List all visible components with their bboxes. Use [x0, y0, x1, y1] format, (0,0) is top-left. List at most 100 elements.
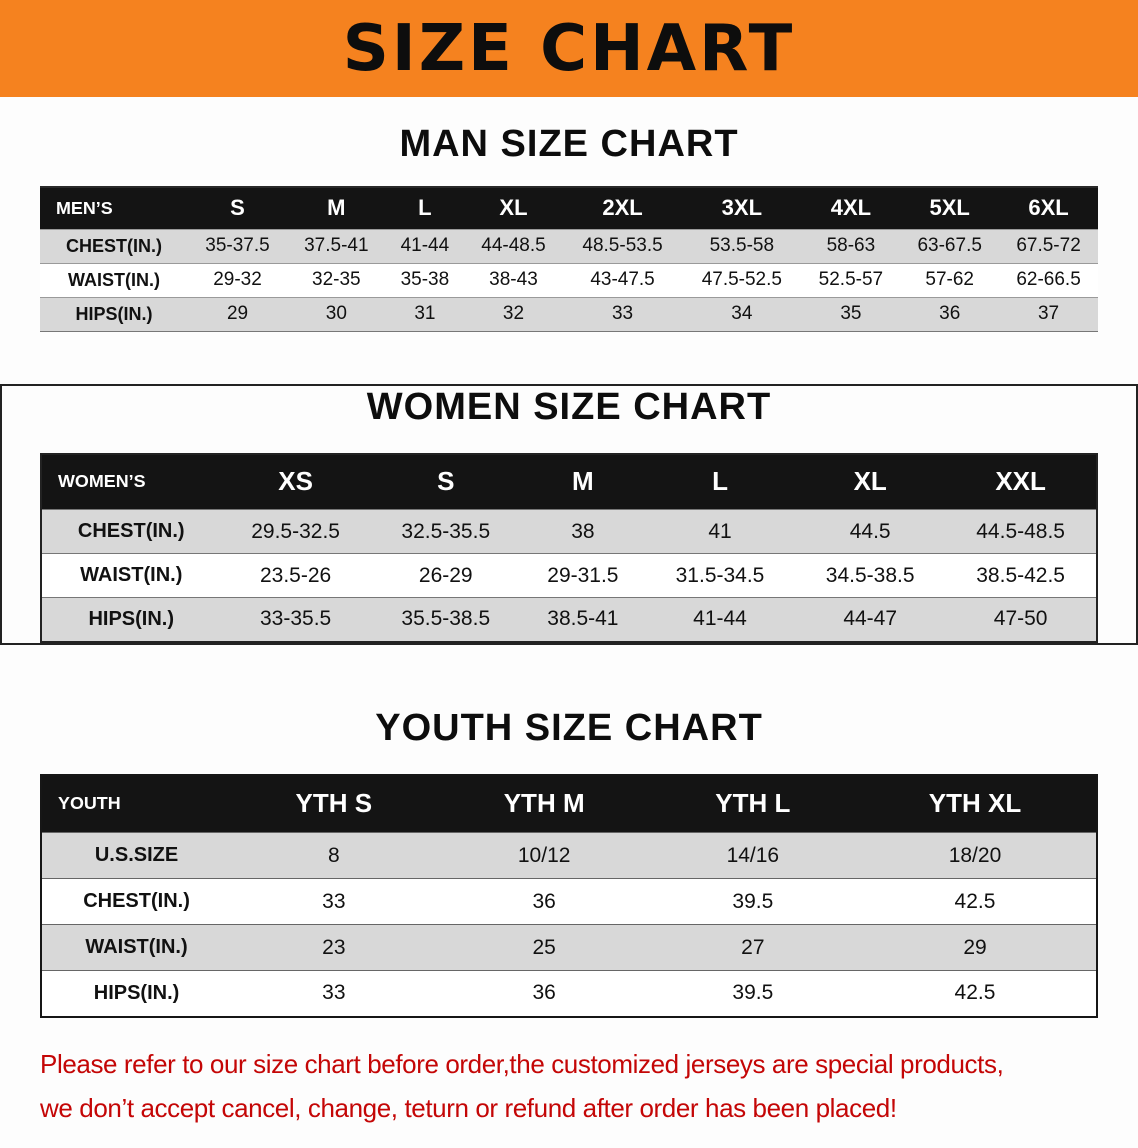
measurement-value: 29-32	[213, 269, 262, 290]
measurement-value: 37	[1037, 303, 1060, 324]
measurement-value: 58-63	[826, 235, 876, 256]
measurement-value: 31.5-34.5	[675, 563, 765, 587]
measurement-value: 41	[708, 519, 732, 543]
header-row: WOMEN’S XS S M L XL XXL	[41, 453, 1097, 510]
measurement-value: 35-37.5	[205, 235, 270, 256]
measurement-value: 41-44	[400, 235, 450, 256]
size-column-header: 2XL	[562, 187, 683, 229]
youth-section-heading: YOUTH SIZE CHART	[375, 706, 763, 749]
measurement-value: 67.5-72	[1016, 235, 1081, 256]
measurement-label: WAIST(IN.)	[85, 936, 188, 958]
measurement-value: 63-67.5	[917, 235, 982, 256]
size-column-header: YTH M	[436, 774, 652, 833]
measurement-value: 35	[840, 303, 862, 324]
disclaimer-line-1: Please refer to our size chart before or…	[40, 1048, 1004, 1079]
measurement-value: 36	[939, 303, 961, 324]
measurement-value: 38-43	[489, 269, 538, 290]
measurement-value: 34.5-38.5	[825, 563, 915, 587]
size-column-header: S	[370, 453, 521, 510]
size-column-header: XL	[795, 453, 946, 510]
size-column-header: L	[644, 453, 796, 510]
size-column-header: XXL	[945, 453, 1097, 510]
measurement-value: 14/16	[726, 843, 780, 867]
measurement-value: 44.5	[849, 519, 891, 543]
table-corner-label: WOMEN’S	[41, 453, 221, 510]
size-column-header: YTH L	[651, 774, 854, 833]
measurement-value: 10/12	[517, 843, 571, 867]
men-size-table: MEN’S S M L XL 2XL 3XL 4XL 5XL 6XL CHEST(IN.) 35-37…	[40, 186, 1098, 332]
measurement-label: HIPS(IN.)	[88, 607, 175, 630]
measurement-value: 47-50	[993, 607, 1048, 631]
measurement-value: 29	[963, 935, 987, 959]
size-column-header: M	[286, 187, 386, 229]
disclaimer: Please refer to our size chart before or…	[40, 1042, 1138, 1130]
measurement-value: 33	[611, 303, 634, 324]
measurement-value: 36	[532, 981, 556, 1005]
youth-size-table: YOUTH YTH S YTH M YTH L YTH XL U.S.SIZE 8 10/12…	[40, 773, 1098, 1018]
banner-title: SIZE CHART	[342, 11, 796, 86]
size-column-header: YTH XL	[853, 774, 1097, 833]
measurement-value: 8	[328, 843, 340, 867]
measurement-value: 38.5-42.5	[976, 563, 1065, 587]
measurement-value: 35.5-38.5	[401, 607, 491, 631]
disclaimer-line-2: we don’t accept cancel, change, teturn o…	[40, 1092, 897, 1123]
measurement-value: 42.5	[954, 889, 996, 913]
size-column-header: M	[520, 453, 645, 510]
measurement-value: 33	[322, 981, 346, 1005]
size-column-header: L	[385, 187, 465, 229]
header-row: YOUTH YTH S YTH M YTH L YTH XL	[41, 774, 1097, 833]
measurement-label: WAIST(IN.)	[68, 269, 161, 290]
size-column-header: 3XL	[682, 187, 802, 229]
measurement-value: 29-31.5	[547, 563, 619, 587]
measurement-value: 37.5-41	[304, 235, 369, 256]
measurement-row: U.S.SIZE 8 10/12 14/16 18/20	[41, 832, 1097, 879]
men-section: MAN SIZE CHART MEN’S S M L XL 2XL 3XL 4XL 5XL 6XL…	[0, 123, 1138, 332]
measurement-label: CHEST(IN.)	[66, 235, 163, 256]
measurement-value: 42.5	[954, 981, 996, 1005]
measurement-value: 32.5-35.5	[401, 519, 491, 543]
size-chart-banner: SIZE CHART	[0, 0, 1138, 97]
size-column-header: XS	[220, 453, 371, 510]
size-column-header: 5XL	[900, 187, 1000, 229]
measurement-value: 29	[226, 303, 249, 324]
measurement-value: 29.5-32.5	[251, 519, 340, 543]
size-column-header: 4XL	[801, 187, 901, 229]
measurement-value: 31	[414, 303, 436, 324]
measurement-value: 38.5-41	[547, 607, 619, 631]
measurement-value: 32-35	[312, 269, 361, 290]
measurement-label: HIPS(IN.)	[93, 981, 180, 1004]
measurement-label: U.S.SIZE	[94, 844, 179, 866]
measurement-row: WAIST(IN.) 23 25 27 29	[41, 924, 1097, 971]
measurement-value: 35-38	[400, 269, 450, 290]
measurement-value: 48.5-53.5	[582, 235, 663, 256]
size-column-header: 6XL	[999, 187, 1098, 229]
measurement-row: CHEST(IN.) 33 36 39.5 42.5	[41, 878, 1097, 925]
measurement-value: 57-62	[925, 269, 974, 290]
measurement-value: 52.5-57	[818, 269, 884, 290]
measurement-row: WAIST(IN.) 29-32 32-35 35-38 38-43 43-47.5 47.…	[40, 263, 1098, 297]
measurement-value: 30	[325, 303, 347, 324]
measurement-label: CHEST(IN.)	[83, 890, 190, 912]
measurement-value: 47.5-52.5	[701, 269, 782, 290]
measurement-value: 33-35.5	[259, 607, 332, 631]
measurement-value: 33	[322, 889, 346, 913]
measurement-row: HIPS(IN.) 29 30 31 32 33 34 35 36 37	[40, 297, 1098, 331]
measurement-value: 44.5-48.5	[976, 519, 1065, 543]
measurement-value: 39.5	[732, 981, 774, 1005]
measurement-row: CHEST(IN.) 29.5-32.5 32.5-35.5 38 41 44.5 44.5…	[41, 509, 1097, 554]
measurement-value: 39.5	[732, 889, 774, 913]
measurement-row: HIPS(IN.) 33 36 39.5 42.5	[41, 970, 1097, 1017]
measurement-label: WAIST(IN.)	[80, 564, 183, 586]
measurement-value: 44-47	[843, 607, 898, 631]
measurement-row: CHEST(IN.) 35-37.5 37.5-41 41-44 44-48.5 48.5…	[40, 229, 1098, 263]
youth-section: YOUTH SIZE CHART YOUTH YTH S YTH M YTH L YTH…	[0, 707, 1138, 1018]
measurement-row: WAIST(IN.) 23.5-26 26-29 29-31.5 31.5-34.5 34…	[41, 553, 1097, 598]
measurement-value: 32	[502, 303, 525, 324]
size-column-header: S	[188, 187, 287, 229]
measurement-value: 23.5-26	[259, 563, 332, 587]
table-corner-label: MEN’S	[40, 187, 189, 229]
size-column-header: XL	[464, 187, 563, 229]
measurement-value: 41-44	[693, 607, 747, 631]
size-column-header: YTH S	[231, 774, 437, 833]
measurement-value: 38	[571, 519, 595, 543]
